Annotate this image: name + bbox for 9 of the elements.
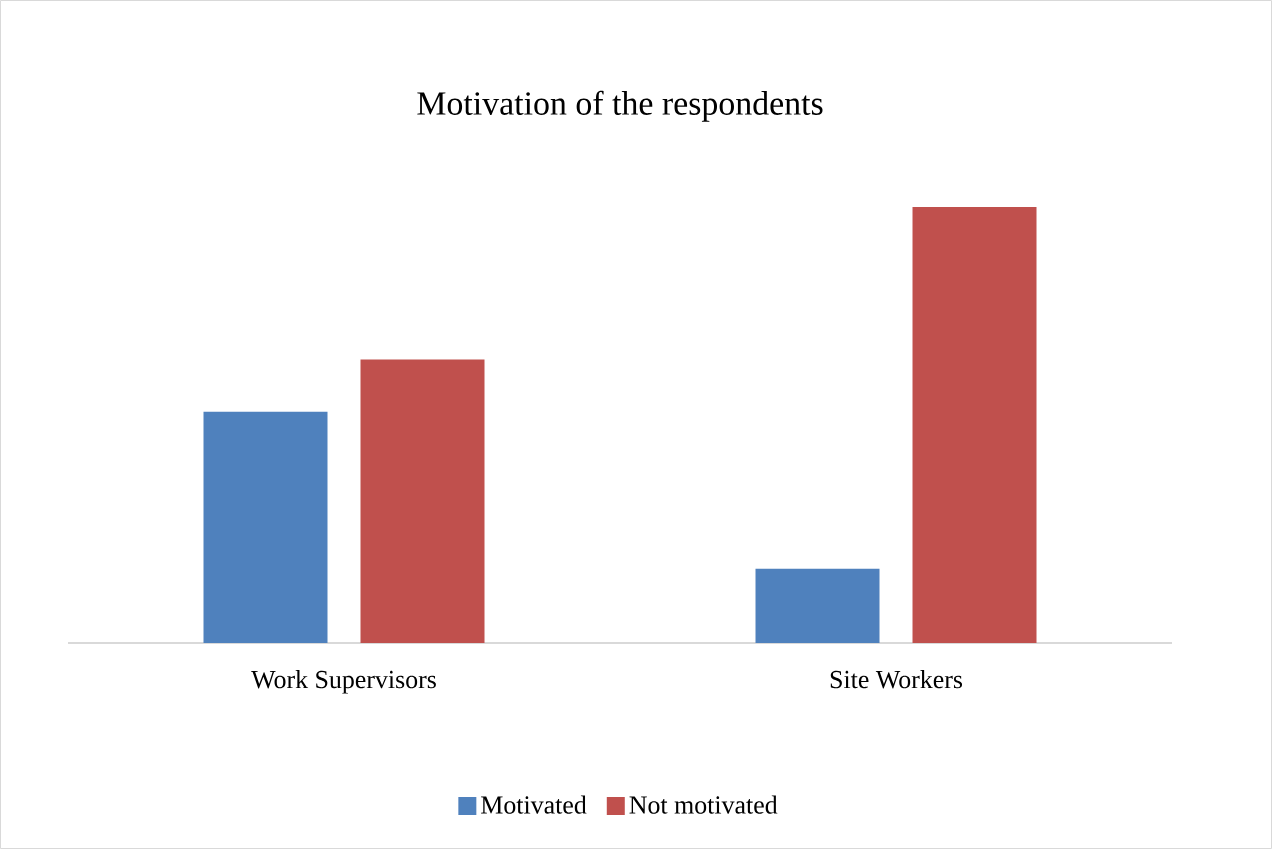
x-tick-label: Work Supervisors [251,670,436,694]
bar [755,568,880,643]
x-tick-label: Site Workers [830,670,963,689]
bar [912,206,1037,643]
bar [360,359,485,643]
bar [203,411,328,643]
chart-title: Motivation of the respondents [417,90,823,122]
legend-label: Not motivated [629,795,778,814]
legend-label: Motivated [481,795,587,814]
